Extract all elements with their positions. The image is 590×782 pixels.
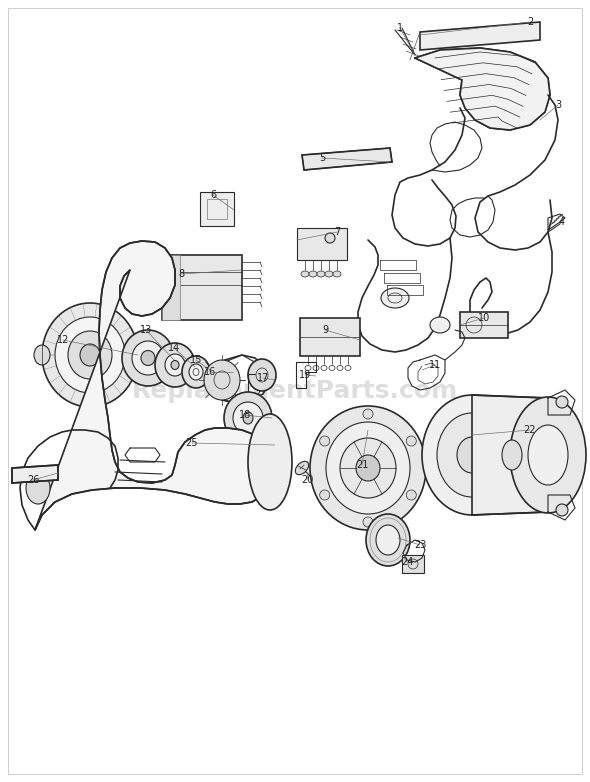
Ellipse shape [34,345,50,365]
Text: 20: 20 [301,475,313,485]
Text: 3: 3 [555,100,561,110]
Bar [207,199,227,219]
Text: 4: 4 [559,217,565,227]
Ellipse shape [457,437,487,473]
Ellipse shape [243,412,253,424]
Ellipse shape [26,472,50,504]
Ellipse shape [317,271,325,277]
Ellipse shape [366,514,410,566]
Text: 16: 16 [204,367,216,377]
Ellipse shape [301,271,309,277]
Ellipse shape [502,440,522,470]
Ellipse shape [356,455,380,481]
Ellipse shape [171,361,179,370]
Text: 2: 2 [527,17,533,27]
Text: 11: 11 [429,360,441,370]
Ellipse shape [248,359,276,391]
Text: 14: 14 [168,343,180,353]
Ellipse shape [407,490,417,500]
Ellipse shape [155,343,195,387]
Text: 18: 18 [239,410,251,420]
Ellipse shape [182,356,210,388]
Text: 13: 13 [140,325,152,335]
Ellipse shape [224,392,272,444]
Ellipse shape [340,438,396,498]
Bar [460,312,508,338]
Ellipse shape [233,402,263,434]
Bar [402,555,424,573]
Polygon shape [420,22,540,50]
Text: 7: 7 [334,227,340,237]
Ellipse shape [333,271,341,277]
Polygon shape [12,465,58,483]
Bar [297,228,347,260]
Text: 22: 22 [524,425,536,435]
Ellipse shape [204,360,240,400]
Ellipse shape [189,364,203,380]
Ellipse shape [430,317,450,333]
Text: 8: 8 [178,269,184,279]
Text: 21: 21 [356,460,368,470]
Ellipse shape [437,413,507,497]
Ellipse shape [408,559,418,569]
Ellipse shape [510,397,586,513]
Ellipse shape [80,344,100,366]
Text: 1: 1 [397,23,403,33]
Ellipse shape [363,517,373,527]
Ellipse shape [122,330,174,386]
Text: 10: 10 [478,313,490,323]
Ellipse shape [363,409,373,419]
Ellipse shape [55,317,125,393]
Text: 15: 15 [190,355,202,365]
Ellipse shape [42,303,138,407]
Ellipse shape [325,233,335,243]
Ellipse shape [309,271,317,277]
Ellipse shape [407,436,417,446]
Ellipse shape [141,350,155,365]
Bar [200,192,234,226]
Ellipse shape [310,406,426,530]
Text: ReplacementParts.com: ReplacementParts.com [132,379,458,403]
Ellipse shape [320,490,330,500]
Ellipse shape [556,504,568,516]
Text: 25: 25 [186,438,198,448]
Ellipse shape [320,436,330,446]
Text: 9: 9 [322,325,328,335]
Polygon shape [35,241,275,530]
Bar [162,255,242,320]
Polygon shape [472,395,548,515]
Polygon shape [302,148,392,170]
Ellipse shape [556,396,568,408]
Text: 24: 24 [401,557,413,567]
Bar [162,255,180,320]
Text: 19: 19 [299,370,311,380]
Text: 26: 26 [27,475,39,485]
Ellipse shape [376,525,400,555]
Bar [300,318,360,356]
Ellipse shape [165,354,185,376]
Ellipse shape [296,461,309,475]
Text: 12: 12 [57,335,69,345]
Ellipse shape [326,422,410,514]
Text: 6: 6 [210,190,216,200]
Ellipse shape [381,288,409,308]
Ellipse shape [68,331,112,379]
Ellipse shape [325,271,333,277]
Ellipse shape [248,414,292,510]
Text: 23: 23 [414,540,426,550]
Ellipse shape [528,425,568,485]
Ellipse shape [422,395,522,515]
Ellipse shape [132,341,164,375]
Text: 5: 5 [319,153,325,163]
Text: 17: 17 [257,373,269,383]
Polygon shape [415,48,550,130]
